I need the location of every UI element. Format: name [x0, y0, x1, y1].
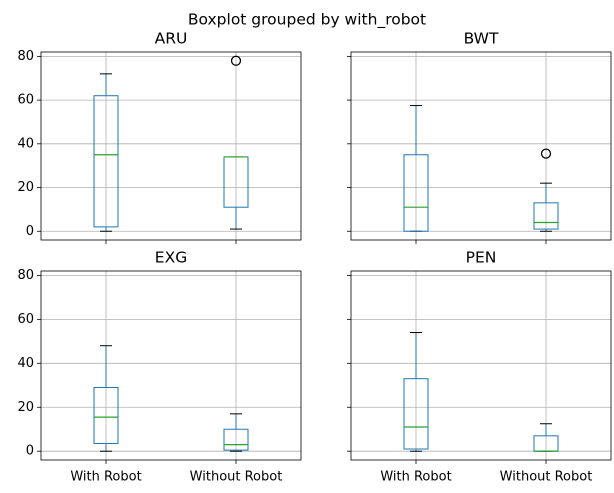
- subplot-title: EXG: [155, 249, 187, 267]
- axes-frame: [350, 270, 612, 461]
- flier: [540, 148, 552, 159]
- y-tick-label: 80: [17, 49, 34, 64]
- y-tick-label: 40: [17, 356, 34, 371]
- y-tick-label: 60: [17, 312, 34, 327]
- subplot-title: ARU: [155, 30, 188, 48]
- x-tick-label: With Robot: [380, 470, 451, 485]
- flier: [230, 55, 242, 66]
- figure-title: Boxplot grouped by with_robot: [188, 11, 426, 30]
- axes-frame: [350, 51, 612, 241]
- axes-frame: [40, 270, 302, 461]
- y-tick-label: 80: [17, 268, 34, 283]
- x-tick-label: With Robot: [70, 470, 141, 485]
- y-tick-label: 0: [26, 444, 34, 459]
- box: [93, 386, 119, 445]
- box: [533, 202, 559, 230]
- y-tick-label: 20: [17, 400, 34, 415]
- box: [403, 378, 429, 450]
- box: [403, 154, 429, 232]
- y-tick-label: 60: [17, 93, 34, 108]
- axes-frame: [40, 51, 302, 241]
- subplot-title: BWT: [464, 30, 499, 48]
- x-tick-label: Without Robot: [500, 470, 593, 485]
- y-tick-label: 40: [17, 136, 34, 151]
- y-tick-label: 0: [26, 224, 34, 239]
- x-tick-label: Without Robot: [190, 470, 283, 485]
- subplot-title: PEN: [466, 249, 497, 267]
- y-tick-label: 20: [17, 180, 34, 195]
- box: [223, 428, 249, 451]
- box: [93, 95, 119, 228]
